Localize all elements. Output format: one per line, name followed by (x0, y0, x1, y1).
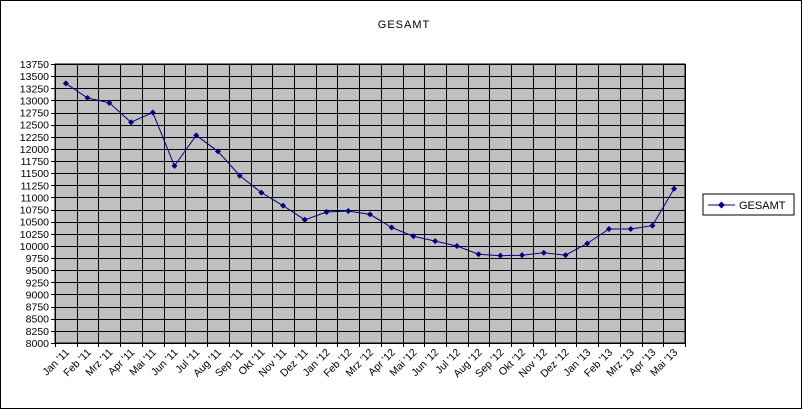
y-tick-label: 8750 (26, 302, 50, 314)
y-tick-label: 10250 (20, 229, 49, 241)
y-tick-label: 13000 (20, 95, 49, 107)
y-tick-label: 11250 (21, 180, 50, 192)
y-tick-label: 8500 (26, 314, 50, 326)
y-tick-label: 12500 (20, 120, 49, 132)
data-point-marker (649, 222, 656, 229)
data-point-marker (280, 202, 287, 209)
data-point-marker (214, 148, 221, 155)
data-point-marker (323, 208, 330, 215)
data-point-marker (258, 189, 265, 196)
y-tick-label: 11500 (21, 168, 50, 180)
y-tick-label: 9250 (26, 277, 50, 289)
y-tick-label: 10750 (20, 205, 49, 217)
y-tick-label: 12250 (20, 132, 49, 144)
data-point-marker (497, 252, 504, 259)
data-point-marker (605, 225, 612, 232)
y-tick-label: 13750 (20, 59, 49, 71)
data-point-marker (171, 162, 178, 169)
data-point-marker (475, 251, 482, 258)
y-tick-label: 12000 (20, 144, 49, 156)
data-point-marker (193, 132, 200, 139)
chart-title: GESAMT (378, 19, 430, 31)
data-point-marker (388, 224, 395, 231)
data-point-marker (301, 216, 308, 223)
y-tick-label: 8000 (26, 338, 50, 350)
y-tick-label: 13500 (20, 71, 49, 83)
data-point-marker (236, 172, 243, 179)
legend: GESAMT (702, 193, 795, 216)
y-tick-label: 11000 (21, 192, 50, 204)
data-point-marker (106, 99, 113, 106)
y-tick-label: 9500 (26, 265, 50, 277)
data-point-marker (627, 225, 634, 232)
data-point-marker (671, 185, 678, 192)
data-point-marker (149, 109, 156, 116)
plot-area (51, 63, 686, 347)
data-point-marker (84, 94, 91, 101)
data-point-marker (128, 119, 135, 126)
y-tick-label: 9000 (26, 289, 50, 301)
series-lines (62, 80, 678, 259)
data-point-marker (367, 211, 373, 218)
data-point-marker (519, 252, 526, 259)
data-point-marker (62, 80, 69, 87)
y-tick-label: 13250 (20, 83, 49, 95)
y-tick-label: 10500 (20, 217, 49, 229)
data-point-marker (562, 252, 569, 259)
legend-box (702, 193, 795, 216)
data-point-marker (410, 233, 417, 240)
legend-marker (718, 201, 725, 209)
data-point-marker (432, 238, 439, 245)
y-tick-label: 9750 (26, 253, 50, 265)
y-axis-tick-labels: 8000825085008750900092509500975010000102… (20, 59, 49, 350)
y-tick-label: 10000 (20, 241, 49, 253)
data-point-marker (584, 240, 591, 247)
y-tick-label: 11750 (21, 156, 50, 168)
y-tick-label: 12750 (20, 108, 49, 120)
data-point-marker (453, 242, 460, 249)
legend-label: GESAMT (739, 200, 786, 212)
data-point-marker (540, 249, 547, 256)
plot-background (54, 63, 686, 344)
y-tick-label: 8250 (26, 326, 50, 338)
data-point-marker (345, 208, 352, 215)
